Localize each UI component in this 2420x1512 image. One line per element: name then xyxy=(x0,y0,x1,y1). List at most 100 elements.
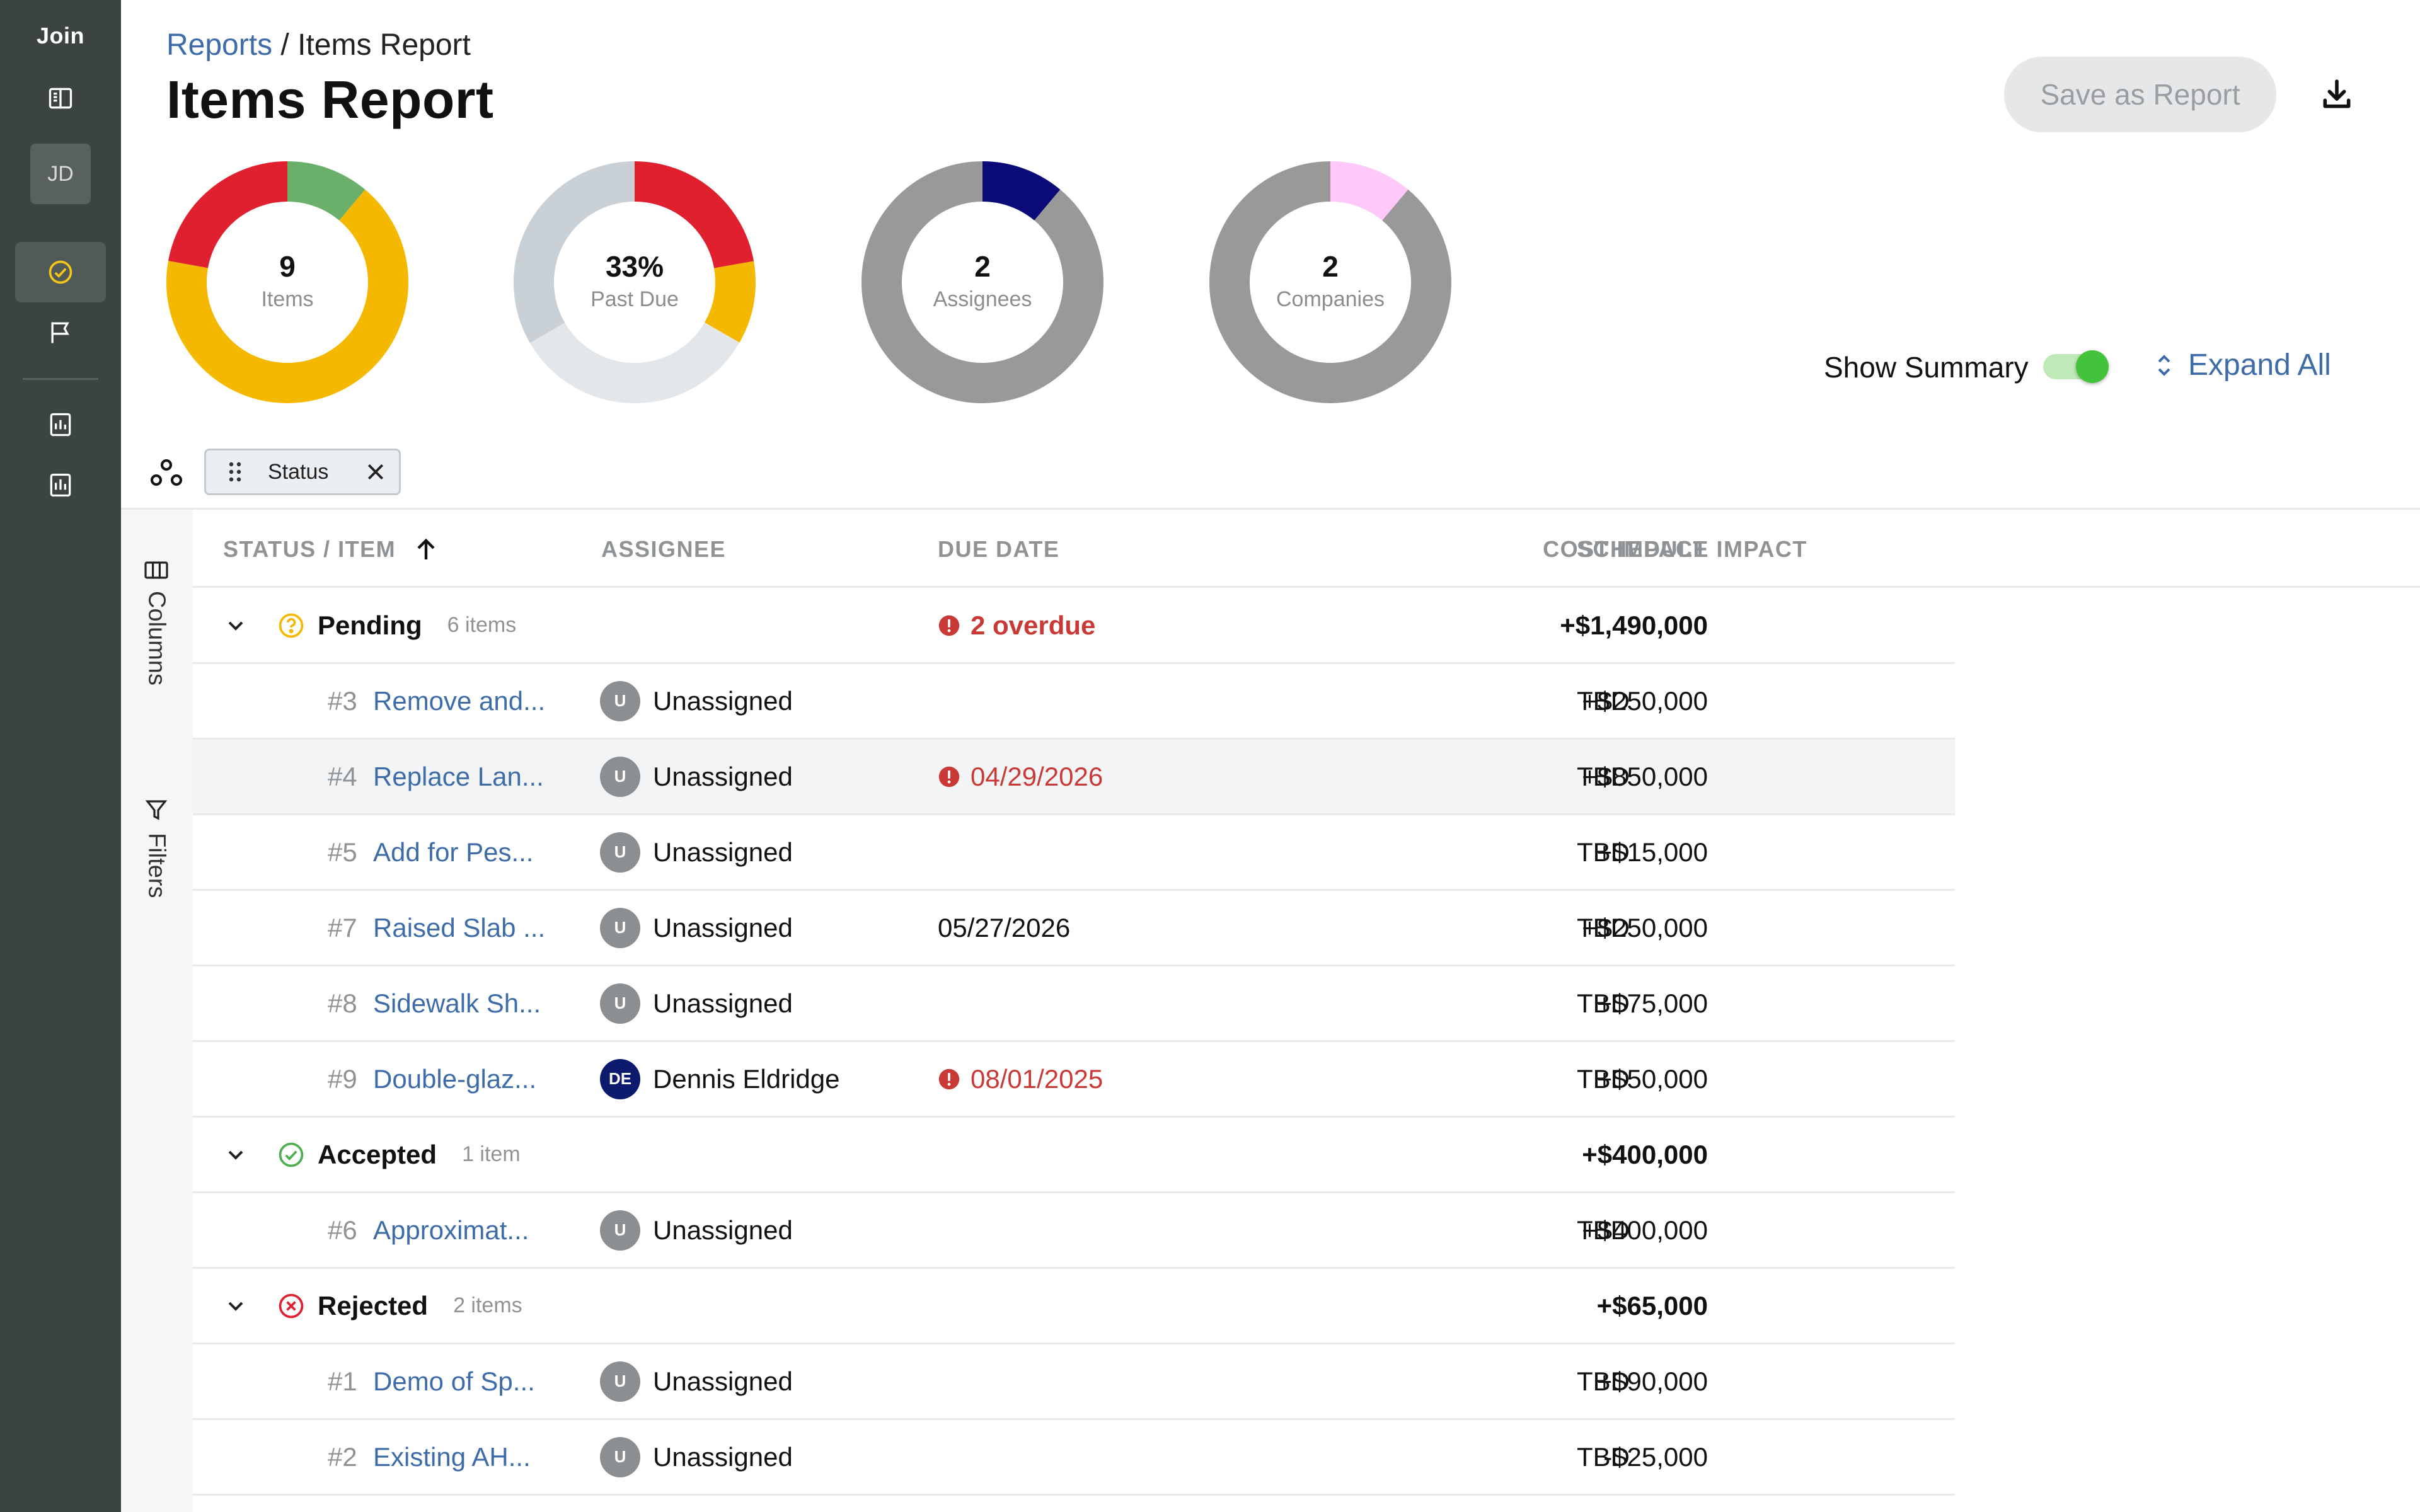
sidebar-report-icon[interactable] xyxy=(38,462,83,508)
donut-chart xyxy=(861,161,1103,403)
table-row[interactable]: #6 Approximat... U Unassigned +$400,000 T… xyxy=(193,1193,1955,1269)
column-header-assignee[interactable]: Assignee xyxy=(601,536,727,562)
group-status: Pending 6 items xyxy=(277,588,516,662)
assignee-name: Unassigned xyxy=(653,837,793,867)
assignee[interactable]: U Unassigned xyxy=(600,740,793,813)
group-by-chip-status[interactable]: Status xyxy=(204,449,401,495)
sidebar-items-check-icon[interactable] xyxy=(38,249,83,295)
assignee[interactable]: U Unassigned xyxy=(600,966,793,1040)
chevron-down-icon[interactable] xyxy=(227,1118,250,1191)
filters-label: Filters xyxy=(143,833,170,898)
schedule-impact: TBD xyxy=(1577,837,1630,867)
group-name: Pending xyxy=(318,610,422,640)
assignee[interactable]: U Unassigned xyxy=(600,1420,793,1494)
assignee[interactable]: U Unassigned xyxy=(600,815,793,889)
check-circle-icon xyxy=(279,1142,304,1167)
donut-label: Assignees xyxy=(933,287,1032,311)
table-row[interactable]: #3 Remove and... U Unassigned +$250,000 T… xyxy=(193,664,1955,740)
donut-value: 2 xyxy=(974,250,991,283)
item-link[interactable]: Double-glaz... xyxy=(373,1063,537,1094)
chevron-down-icon[interactable] xyxy=(227,1269,250,1343)
due-date: 08/01/2025 xyxy=(938,1042,1103,1116)
user-avatar[interactable]: JD xyxy=(30,144,91,204)
drag-handle-icon[interactable] xyxy=(228,461,243,483)
donut-assignees: 2 Assignees xyxy=(861,161,1103,403)
table-row[interactable]: #2 Existing AH... U Unassigned -$25,000 T… xyxy=(193,1420,1955,1496)
group-count: 1 item xyxy=(462,1142,521,1166)
column-header-cost-impact[interactable]: Cost Impact xyxy=(1543,536,1708,562)
column-header-schedule-impact[interactable]: Schedule Impact xyxy=(1577,536,1807,562)
group-row-pending[interactable]: Pending 6 items 2 overdue +$1,490,000 xyxy=(193,588,1955,664)
overdue-summary: 2 overdue xyxy=(938,588,1095,662)
filters-toggle[interactable]: Filters xyxy=(143,799,170,898)
item-link[interactable]: Approximat... xyxy=(373,1215,529,1245)
page-title: Items Report xyxy=(166,70,494,129)
side-rail xyxy=(121,510,193,1512)
sidebar-report-icon[interactable] xyxy=(38,402,83,447)
cost-impact: +$90,000 xyxy=(1596,1366,1708,1396)
group-cost: +$1,490,000 xyxy=(1560,610,1708,640)
show-summary-label: Show Summary xyxy=(1824,351,2029,384)
alert-icon xyxy=(938,1068,960,1089)
show-summary-toggle[interactable] xyxy=(2043,350,2109,383)
group-row-rejected[interactable]: Rejected 2 items +$65,000 xyxy=(193,1269,1955,1344)
item-link[interactable]: Existing AH... xyxy=(373,1441,531,1472)
donut-segment[interactable] xyxy=(861,161,1103,403)
table-row[interactable]: #1 Demo of Sp... U Unassigned +$90,000 TB… xyxy=(193,1344,1955,1420)
table-row[interactable]: #7 Raised Slab ... U Unassigned 05/27/202… xyxy=(193,891,1955,966)
donut-segment[interactable] xyxy=(514,161,756,403)
breadcrumb-link-reports[interactable]: Reports xyxy=(166,28,273,62)
assignee-name: Dennis Eldridge xyxy=(653,1063,840,1094)
chevron-down-icon[interactable] xyxy=(227,588,250,662)
sidebar-flag-icon[interactable] xyxy=(38,310,83,355)
sort-ascending-icon[interactable] xyxy=(415,537,437,562)
download-icon[interactable] xyxy=(2314,72,2360,117)
assignee[interactable]: DE Dennis Eldridge xyxy=(600,1042,840,1116)
columns-toggle[interactable]: Columns xyxy=(144,561,170,685)
item-link[interactable]: Raised Slab ... xyxy=(373,912,546,942)
assignee-name: Unassigned xyxy=(653,1441,793,1472)
group-row-accepted[interactable]: Accepted 1 item +$400,000 xyxy=(193,1118,1955,1193)
cost-impact: +$75,000 xyxy=(1596,988,1708,1018)
item-link[interactable]: Sidewalk Sh... xyxy=(373,988,541,1018)
donut-segment[interactable] xyxy=(514,161,756,403)
expand-all-button[interactable]: Expand All xyxy=(2155,348,2331,382)
app-logo[interactable]: Join xyxy=(36,23,84,49)
close-icon[interactable] xyxy=(366,462,385,481)
column-header-due-date[interactable]: Due Date xyxy=(938,536,1060,562)
item-number: #2 xyxy=(328,1441,357,1472)
donut-segment[interactable] xyxy=(166,161,408,403)
table-row[interactable]: #4 Replace Lan... U Unassigned 04/29/2026… xyxy=(193,740,1955,815)
save-as-report-button[interactable]: Save as Report xyxy=(2004,57,2276,132)
assignee[interactable]: U Unassigned xyxy=(600,1344,793,1418)
table-row[interactable]: #5 Add for Pes... U Unassigned +$15,000 T… xyxy=(193,815,1955,891)
item-link[interactable]: Remove and... xyxy=(373,685,546,716)
item-number: #1 xyxy=(328,1366,357,1396)
avatar: U xyxy=(600,907,640,948)
donut-value: 2 xyxy=(1322,250,1339,283)
table-row[interactable]: #8 Sidewalk Sh... U Unassigned +$75,000 T… xyxy=(193,966,1955,1042)
table-row[interactable]: #9 Double-glaz... DE Dennis Eldridge 08/0… xyxy=(193,1042,1955,1118)
group-by-icon[interactable] xyxy=(149,457,184,489)
donut-segment[interactable] xyxy=(514,161,756,403)
item-link[interactable]: Add for Pes... xyxy=(373,837,534,867)
column-header-status-item[interactable]: Status / Item xyxy=(223,536,437,563)
donut-segment[interactable] xyxy=(166,161,408,403)
group-status: Rejected 2 items xyxy=(277,1269,522,1343)
donut-label: Companies xyxy=(1276,287,1385,311)
columns-icon xyxy=(144,561,168,579)
assignee-name: Unassigned xyxy=(653,912,793,942)
assignee[interactable]: U Unassigned xyxy=(600,1193,793,1267)
assignee[interactable]: U Unassigned xyxy=(600,664,793,738)
assignee-name: Unassigned xyxy=(653,988,793,1018)
table-header: Status / Item Assignee Due Date Cost Imp… xyxy=(193,510,2420,588)
item-link[interactable]: Demo of Sp... xyxy=(373,1366,535,1396)
app-sidebar: Join JD xyxy=(0,0,121,1512)
sidebar-panel-icon[interactable] xyxy=(38,76,83,121)
toggle-knob xyxy=(2076,350,2109,383)
sidebar-active-highlight xyxy=(15,242,106,302)
avatar: U xyxy=(600,1361,640,1402)
donut-segment[interactable] xyxy=(1209,161,1451,403)
assignee[interactable]: U Unassigned xyxy=(600,891,793,965)
item-link[interactable]: Replace Lan... xyxy=(373,761,544,791)
